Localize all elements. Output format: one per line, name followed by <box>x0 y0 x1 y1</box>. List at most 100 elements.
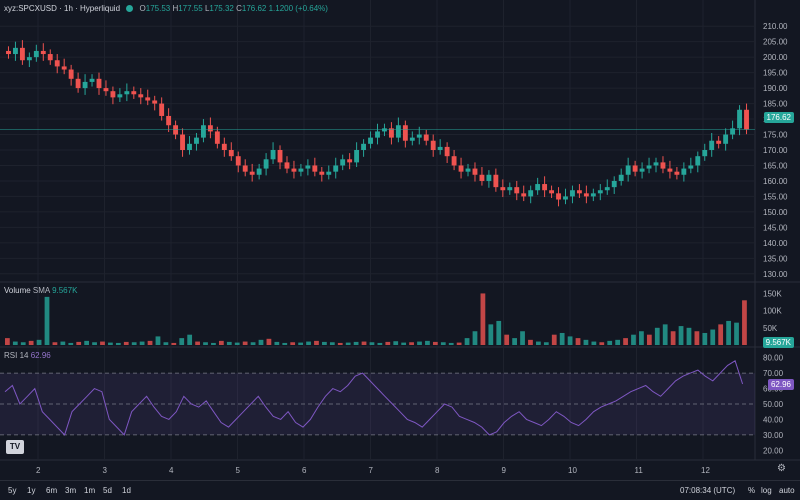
volume-tick-label: 100K <box>763 307 782 316</box>
rsi-tick-label: 50.00 <box>763 400 784 409</box>
candle-body <box>61 66 67 70</box>
volume-bar <box>702 332 708 345</box>
volume-bar <box>567 336 573 345</box>
time-tick-label: 5 <box>236 466 241 475</box>
volume-bar <box>179 338 185 345</box>
volume-bar <box>646 334 652 345</box>
volume-bar <box>329 342 335 345</box>
candle-body <box>646 165 652 169</box>
volume-bar <box>187 334 193 345</box>
volume-bar <box>115 342 121 345</box>
time-tick-label: 12 <box>701 466 710 475</box>
range-button-6m[interactable]: 6m <box>46 486 58 495</box>
volume-bar <box>52 342 58 345</box>
volume-bar <box>686 327 692 345</box>
rsi-value: 62.96 <box>30 351 51 360</box>
tradingview-logo-icon[interactable]: TV <box>6 440 24 454</box>
volume-bar <box>543 342 549 345</box>
candle-body <box>542 184 548 191</box>
volume-bar <box>464 338 470 345</box>
volume-bar <box>551 334 557 345</box>
rsi-label[interactable]: RSI <box>4 351 18 360</box>
volume-tick-label: 50K <box>763 324 778 333</box>
price-tick-label: 190.00 <box>763 84 788 93</box>
percent-toggle[interactable]: % <box>748 486 756 495</box>
candle-body <box>110 91 116 98</box>
range-button-1y[interactable]: 1y <box>27 486 36 495</box>
volume-bar <box>345 342 351 345</box>
volume-bar <box>512 338 517 345</box>
symbol-title[interactable]: xyz:SPCXUSD · 1h · Hyperliquid <box>4 4 121 13</box>
high-label: H <box>172 4 179 13</box>
volume-bar <box>36 339 42 345</box>
candle-body <box>667 168 673 172</box>
time-tick-label: 8 <box>435 466 440 475</box>
volume-bar <box>306 341 311 345</box>
gear-icon[interactable]: ⚙ <box>777 463 786 474</box>
volume-bar <box>591 341 597 345</box>
volume-label[interactable]: Volume <box>4 286 31 295</box>
candle-body <box>124 91 130 95</box>
candle-body <box>402 125 408 141</box>
candle-body <box>117 94 123 98</box>
low-value: 175.32 <box>209 4 234 13</box>
range-button-1m[interactable]: 1m <box>84 486 96 495</box>
volume-bar <box>559 332 565 345</box>
candle-body <box>597 190 603 194</box>
candle-body <box>138 94 144 98</box>
volume-bar <box>623 338 628 345</box>
price-tick-label: 175.00 <box>763 131 788 140</box>
range-button-5y[interactable]: 5y <box>8 486 17 495</box>
volume-bar <box>242 341 248 345</box>
volume-sma-tag: 9.567K <box>762 337 794 348</box>
change-value: 1.1200 (+0.64%) <box>268 4 328 13</box>
volume-bar <box>147 340 153 345</box>
volume-bar <box>139 341 145 345</box>
volume-bar <box>361 341 367 345</box>
volume-bar <box>171 342 177 345</box>
candle-body <box>270 150 276 160</box>
utc-clock[interactable]: 07:08:34 (UTC) <box>680 486 736 495</box>
candle-body <box>618 174 624 181</box>
candle-body <box>604 187 610 191</box>
time-tick-label: 3 <box>103 466 108 475</box>
range-button-1d[interactable]: 1d <box>122 486 131 495</box>
volume-sma-value: 9.567K <box>52 286 78 295</box>
candle-body <box>688 165 694 169</box>
volume-bar <box>528 339 533 345</box>
volume-bar <box>353 341 359 345</box>
candle-body <box>368 137 373 144</box>
volume-bar <box>456 342 462 345</box>
range-button-5d[interactable]: 5d <box>103 486 112 495</box>
price-tick-label: 150.00 <box>763 208 788 217</box>
volume-bar <box>432 341 438 345</box>
volume-bar <box>615 339 621 345</box>
auto-toggle[interactable]: auto <box>779 486 795 495</box>
volume-bar <box>5 338 10 345</box>
range-button-3m[interactable]: 3m <box>65 486 77 495</box>
candle-body <box>207 125 213 132</box>
candle-body <box>660 162 666 169</box>
volume-bar <box>258 339 264 345</box>
price-tick-label: 140.00 <box>763 239 788 248</box>
volume-bar <box>448 342 454 345</box>
volume-bar <box>20 342 26 345</box>
volume-bar <box>12 341 18 345</box>
candle-body <box>187 143 192 150</box>
candle-body <box>131 91 137 95</box>
candle-body <box>590 193 596 197</box>
volume-bar <box>337 342 343 345</box>
volume-bar <box>520 331 525 345</box>
price-tick-label: 145.00 <box>763 223 788 232</box>
volume-bar <box>131 342 137 345</box>
log-toggle[interactable]: log <box>761 486 772 495</box>
volume-bar <box>203 342 208 345</box>
volume-bar <box>536 341 541 345</box>
volume-bar <box>472 331 478 345</box>
volume-bar <box>440 342 446 345</box>
candle-body <box>277 150 283 163</box>
candle-body <box>500 187 506 191</box>
candle-body <box>514 187 520 194</box>
price-tick-label: 170.00 <box>763 146 788 155</box>
